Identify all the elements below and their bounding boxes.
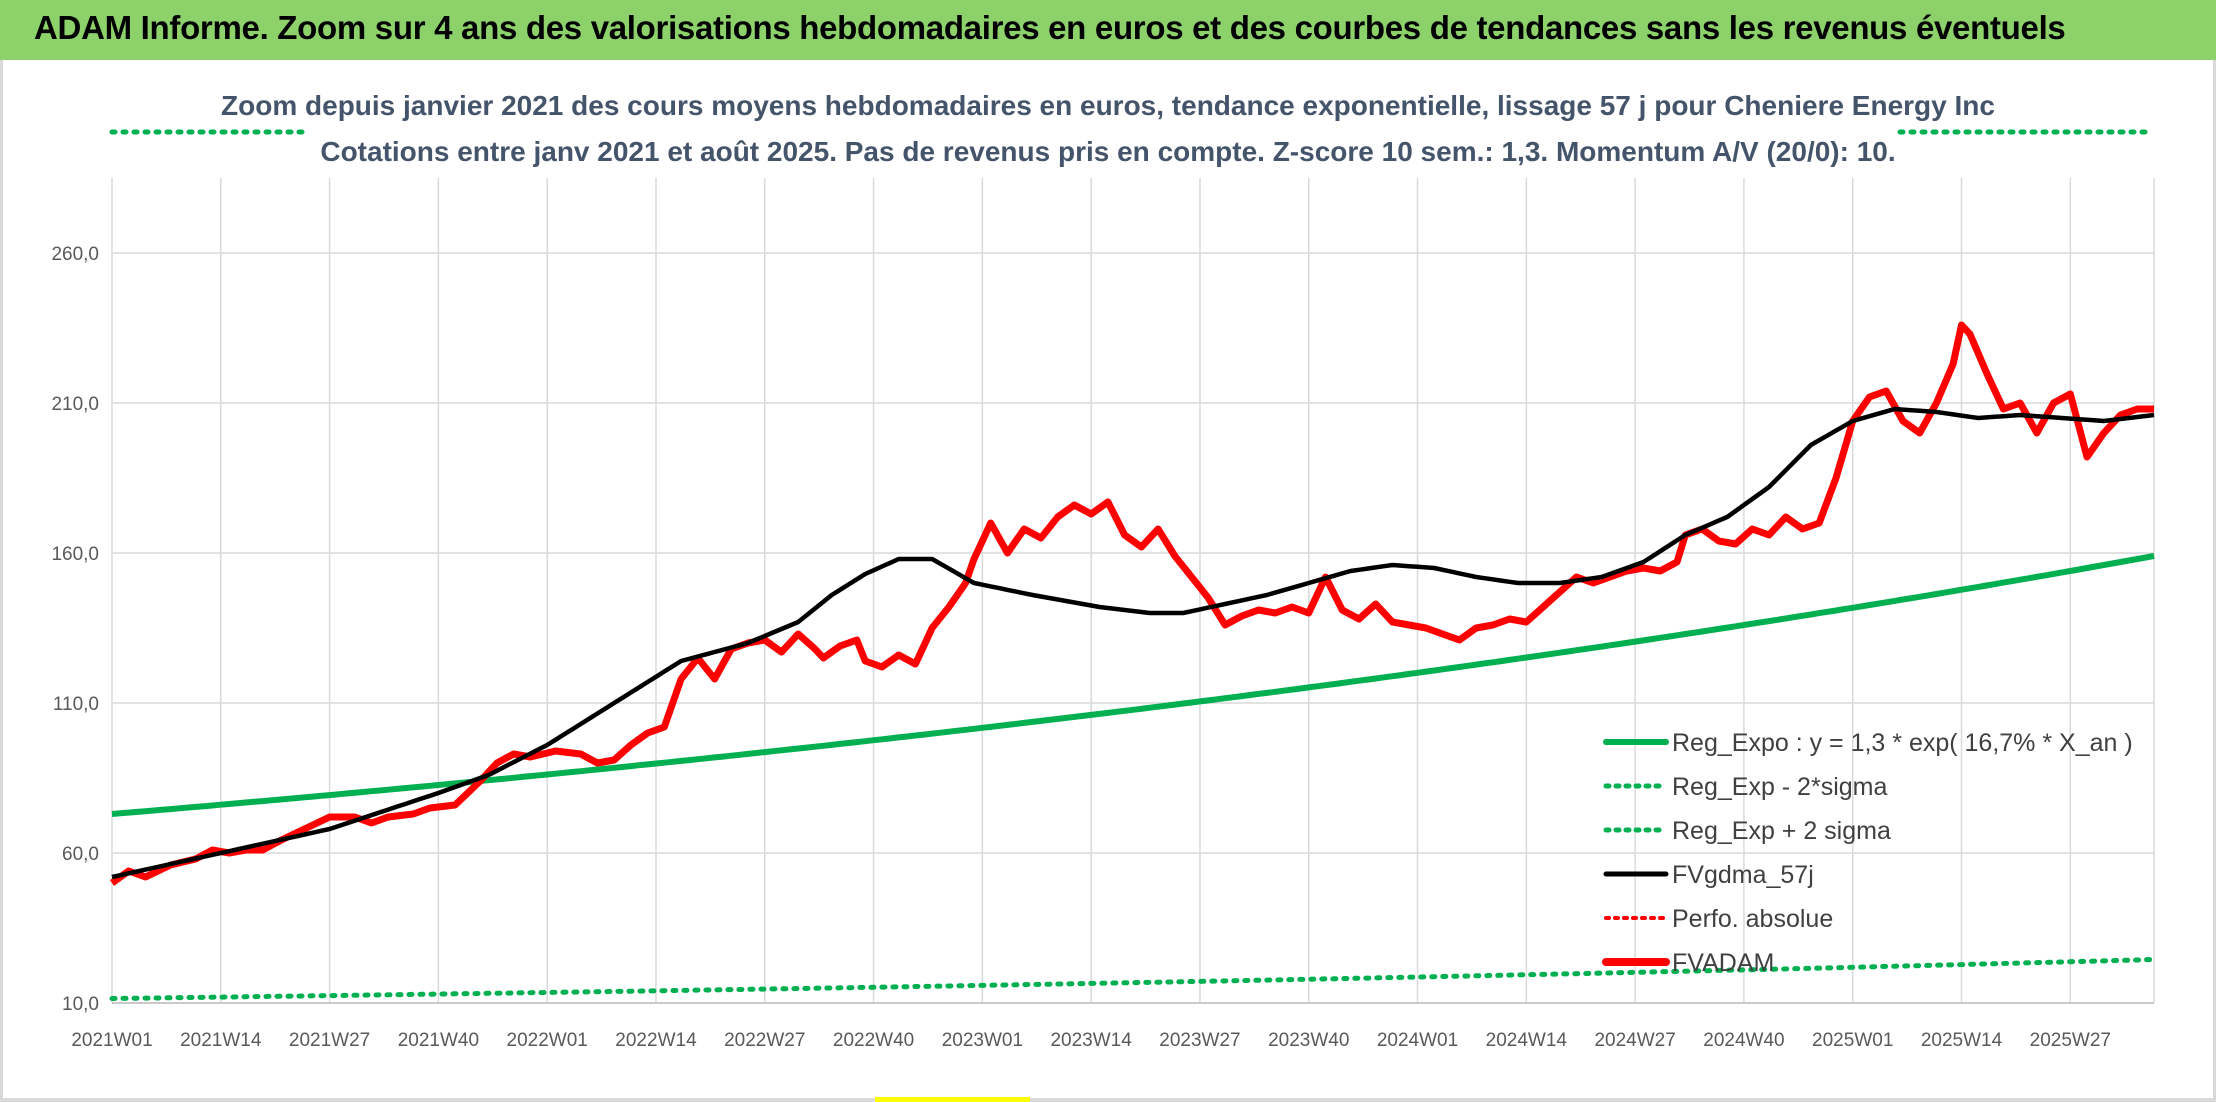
y-tick-label: 210,0 [51, 394, 99, 415]
legend-label: Reg_Exp + 2 sigma [1672, 817, 1891, 845]
x-tick-label: 2024W40 [1703, 1030, 1784, 1051]
x-tick-label: 2024W01 [1377, 1030, 1458, 1051]
x-tick-label: 2021W01 [71, 1030, 152, 1051]
x-tick-label: 2021W27 [289, 1030, 370, 1051]
x-tick-label: 2025W14 [1921, 1030, 2003, 1051]
x-tick-label: 2023W27 [1159, 1030, 1240, 1051]
x-tick-label: 2021W40 [398, 1030, 479, 1051]
x-tick-label: 2024W14 [1486, 1030, 1568, 1051]
x-tick-label: 2025W01 [1812, 1030, 1893, 1051]
y-tick-label: 260,0 [51, 244, 99, 265]
legend-label: FVgdma_57j [1672, 861, 1814, 889]
legend-label: Perfo. absolue [1672, 905, 1833, 933]
bottom-accent-bar [875, 1097, 1030, 1102]
x-tick-label: 2022W40 [833, 1030, 914, 1051]
chart-frame [0, 60, 2216, 1102]
y-tick-label: 160,0 [51, 544, 99, 565]
legend-label: FVADAM [1672, 949, 1774, 977]
legend-label: Reg_Exp - 2*sigma [1672, 773, 1887, 801]
x-tick-label: 2023W40 [1268, 1030, 1349, 1051]
series-reg-exp-minus-2sigma-line [109, 957, 2157, 1001]
x-tick-label: 2022W14 [615, 1030, 697, 1051]
chart-subtitle: Cotations entre janv 2021 et août 2025. … [320, 136, 1896, 167]
chart-title: Zoom depuis janvier 2021 des cours moyen… [221, 90, 1995, 121]
series-fvadam-line [109, 321, 2154, 886]
series-fvgdma-57j-line [111, 406, 2155, 880]
x-tick-label: 2023W01 [942, 1030, 1023, 1051]
report-header-banner: ADAM Informe. Zoom sur 4 ans des valoris… [0, 0, 2216, 60]
x-tick-label: 2021W14 [180, 1030, 262, 1051]
x-tick-label: 2022W01 [507, 1030, 588, 1051]
y-tick-label: 10,0 [62, 994, 99, 1015]
y-tick-label: 110,0 [53, 694, 99, 715]
x-tick-label: 2023W14 [1050, 1030, 1132, 1051]
x-tick-label: 2025W27 [2030, 1030, 2111, 1051]
y-tick-label: 60,0 [62, 844, 99, 865]
x-tick-label: 2022W27 [724, 1030, 805, 1051]
legend-label: Reg_Expo : y = 1,3 * exp( 16,7% * X_an ) [1672, 729, 2133, 757]
series-reg-expo-line [111, 553, 2155, 817]
report-title: ADAM Informe. Zoom sur 4 ans des valoris… [34, 9, 2066, 46]
x-tick-label: 2024W27 [1594, 1030, 1675, 1051]
